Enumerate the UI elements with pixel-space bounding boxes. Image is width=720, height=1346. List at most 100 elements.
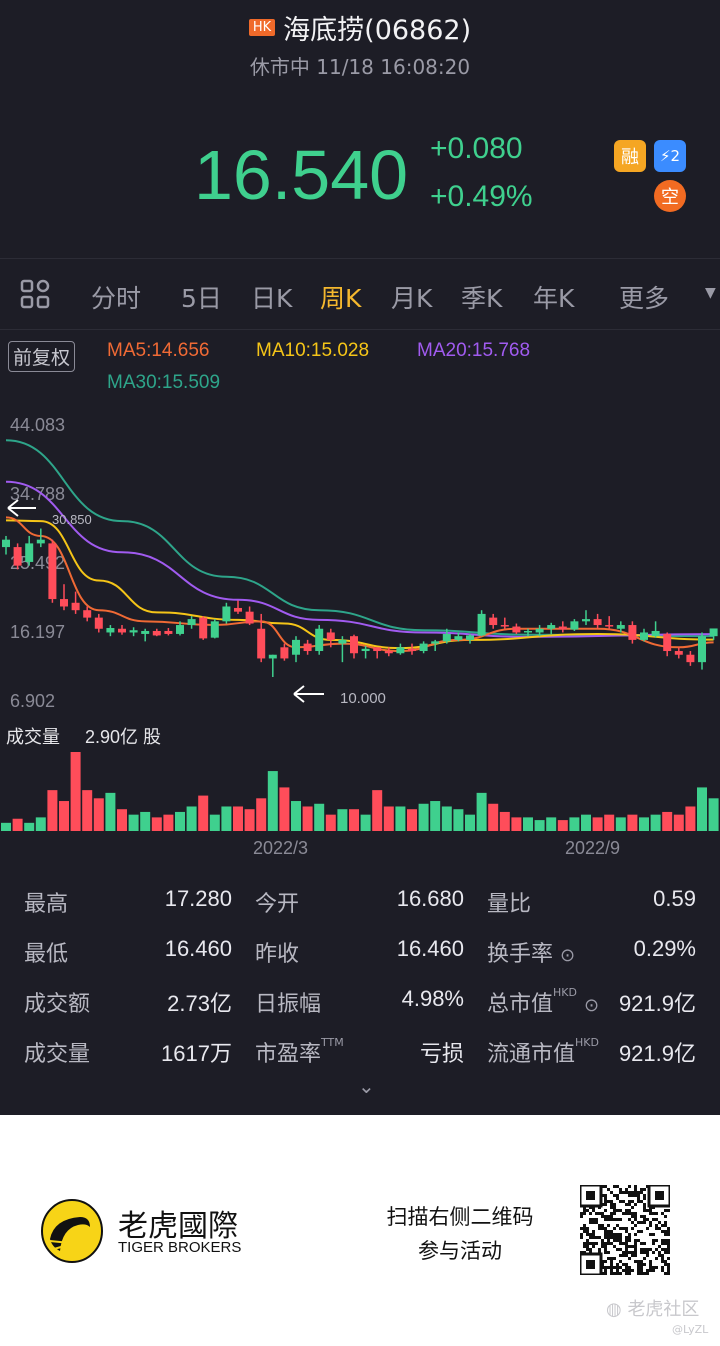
stat-value: 4.98% <box>401 986 464 1011</box>
qr-module <box>664 1239 667 1242</box>
qr-module <box>589 1236 592 1239</box>
candle-body <box>663 633 672 652</box>
candle-body <box>419 643 428 652</box>
candle-body <box>477 613 486 636</box>
qr-module <box>607 1200 610 1203</box>
adjust-selector[interactable]: 前复权 <box>8 341 76 372</box>
qr-module <box>667 1251 670 1254</box>
qr-module <box>643 1197 646 1200</box>
stat-value: 0.29% <box>633 936 696 961</box>
qr-module <box>667 1263 670 1266</box>
qr-module <box>625 1254 628 1257</box>
qr-module <box>604 1236 607 1239</box>
qr-module <box>610 1260 613 1263</box>
candle-body <box>94 617 103 629</box>
qr-module <box>658 1245 661 1248</box>
qr-module <box>607 1188 610 1191</box>
volume-bar <box>337 809 348 831</box>
qr-module <box>589 1233 592 1236</box>
stat-value: 921.9亿 <box>618 1041 696 1066</box>
volume-bar <box>592 817 603 831</box>
stat-label: 流通市值HKD <box>487 1036 599 1068</box>
qr-module <box>640 1242 643 1245</box>
candle-body <box>25 543 34 562</box>
stat-label: 今开 <box>255 886 299 918</box>
qr-module <box>610 1266 613 1269</box>
qr-module <box>655 1224 658 1227</box>
stat-value: 16.460 <box>396 936 464 961</box>
lightning-level2-badge[interactable]: ⚡2 <box>654 140 686 172</box>
info-icon[interactable]: ⊙ <box>560 945 576 966</box>
candle-body <box>524 630 532 633</box>
qr-module <box>583 1245 586 1248</box>
volume-bar <box>59 801 69 831</box>
tab-monthly-k[interactable]: 月K <box>391 284 433 313</box>
tab-yearly-k[interactable]: 年K <box>533 284 575 313</box>
volume-bar <box>267 771 278 831</box>
volume-bar <box>117 809 127 831</box>
qr-module <box>643 1251 646 1254</box>
qr-module <box>601 1215 604 1218</box>
qr-module <box>643 1194 646 1197</box>
qr-module <box>592 1209 595 1212</box>
qr-module <box>634 1251 637 1254</box>
qr-finder-center <box>586 1191 595 1200</box>
qr-module <box>625 1242 628 1245</box>
qr-module <box>613 1257 616 1260</box>
short-badge[interactable]: 空 <box>654 180 686 212</box>
candle-body <box>628 625 637 640</box>
volume-bar <box>627 814 638 831</box>
stat-label: 昨收 <box>255 936 299 968</box>
qr-module <box>643 1206 646 1209</box>
last-price: 16.540 <box>194 136 409 214</box>
qr-finder-center <box>655 1191 664 1200</box>
caret-down-icon[interactable]: ▼ <box>705 285 716 301</box>
tab-more[interactable]: 更多 <box>619 284 670 313</box>
qr-module <box>595 1242 598 1245</box>
qr-module <box>661 1248 664 1251</box>
candle-body <box>152 630 161 636</box>
stat-unit: HKD <box>553 986 577 999</box>
qr-module <box>628 1251 631 1254</box>
qr-module <box>589 1221 592 1224</box>
qr-module <box>604 1272 607 1275</box>
qr-module <box>589 1248 592 1251</box>
tab-daily-k[interactable]: 日K <box>251 284 293 313</box>
qr-module <box>661 1230 664 1233</box>
qr-module <box>604 1185 607 1188</box>
ma5-line <box>5 516 714 653</box>
qr-module <box>604 1245 607 1248</box>
stat-unit: HKD <box>575 1036 599 1049</box>
qr-module <box>613 1266 616 1269</box>
arrow-left-icon <box>293 685 324 703</box>
tab-weekly-k[interactable]: 周K <box>320 284 362 313</box>
tab-5day[interactable]: 5日 <box>181 284 222 313</box>
grid-icon[interactable] <box>20 279 50 315</box>
volume-bar <box>673 814 684 831</box>
volume-bar <box>360 814 371 831</box>
qr-module <box>652 1233 655 1236</box>
qr-module <box>583 1242 586 1245</box>
header: HK 海底捞(06862) 休市中 11/18 16:08:20 <box>0 8 720 80</box>
qr-module <box>661 1260 664 1263</box>
stat-value: 16.460 <box>164 936 232 961</box>
candlestick-chart[interactable]: 44.083 34.788 25.492 16.197 6.902 30.850… <box>0 330 720 860</box>
qr-module <box>610 1233 613 1236</box>
qr-module <box>613 1194 616 1197</box>
volume-bar <box>523 817 533 831</box>
tab-intraday[interactable]: 分时 <box>91 284 142 313</box>
qr-code[interactable] <box>580 1185 670 1275</box>
qr-module <box>598 1227 601 1230</box>
qr-module <box>625 1212 628 1215</box>
info-icon[interactable]: ⊙ <box>583 995 600 1016</box>
tab-quarterly-k[interactable]: 季K <box>461 284 503 313</box>
qr-module <box>646 1251 649 1254</box>
candle-body <box>361 648 370 652</box>
qr-module <box>622 1269 625 1272</box>
stock-detail-screen: HK 海底捞(06862) 休市中 11/18 16:08:20 16.540 +… <box>0 0 720 1115</box>
candle-body <box>141 630 150 634</box>
chevron-down-icon[interactable]: ⌄ <box>358 1074 375 1098</box>
stat-label-text: 成交量 <box>24 1042 91 1067</box>
margin-badge[interactable]: 融 <box>614 140 646 172</box>
volume-bar <box>314 803 325 831</box>
